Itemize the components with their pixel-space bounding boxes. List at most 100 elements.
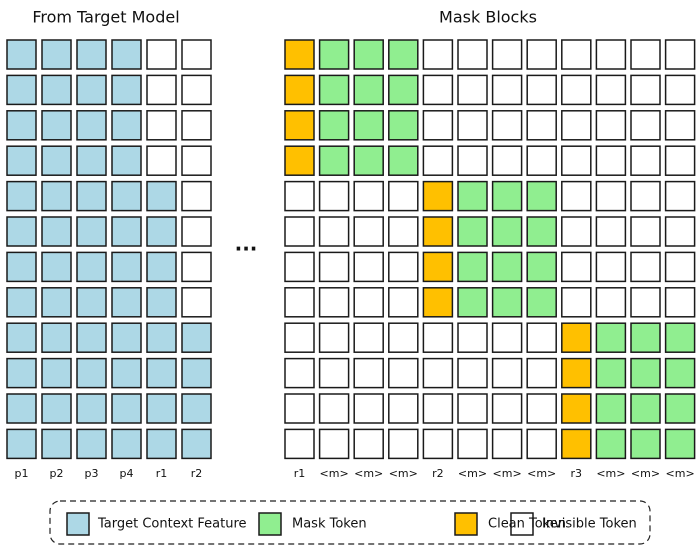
token-cell	[6, 216, 37, 247]
token-cell	[318, 287, 350, 318]
token-cell	[146, 322, 177, 353]
token-cell	[388, 251, 419, 283]
token-cell	[76, 110, 107, 141]
token-cell	[6, 110, 37, 141]
token-cell	[595, 180, 627, 212]
token-cell	[111, 322, 142, 353]
token-cell	[491, 251, 523, 283]
token-cell	[181, 180, 212, 212]
token-cell	[457, 110, 488, 141]
token-cell	[181, 74, 212, 106]
column-label: p2	[50, 467, 64, 480]
token-cell	[146, 287, 177, 318]
token-cell	[491, 322, 523, 353]
token-cell	[388, 180, 419, 212]
token-cell	[111, 145, 142, 176]
token-cell	[457, 74, 488, 106]
token-cell	[595, 216, 627, 247]
token-cell	[6, 251, 37, 283]
token-cell	[6, 357, 37, 389]
token-cell	[284, 180, 315, 212]
token-cell	[561, 251, 592, 283]
token-cell	[284, 287, 315, 318]
token-cell	[457, 393, 488, 424]
token-cell	[318, 180, 350, 212]
token-cell	[457, 322, 488, 353]
token-cell	[76, 39, 107, 70]
column-label: <m>	[389, 467, 418, 480]
column-label: r1	[156, 467, 168, 480]
token-cell	[111, 216, 142, 247]
token-cell	[526, 39, 557, 70]
token-cell	[595, 393, 627, 424]
token-cell	[181, 216, 212, 247]
token-cell	[422, 322, 454, 353]
token-cell	[595, 74, 627, 106]
token-cell	[284, 428, 315, 460]
token-cell	[595, 322, 627, 353]
token-cell	[111, 393, 142, 424]
token-cell	[41, 251, 72, 283]
token-cell	[526, 180, 557, 212]
token-cell	[664, 287, 696, 318]
token-cell	[457, 145, 488, 176]
token-cell	[181, 322, 212, 353]
token-cell	[146, 357, 177, 389]
token-cell	[491, 287, 523, 318]
token-cell	[491, 357, 523, 389]
token-cell	[457, 251, 488, 283]
token-cell	[6, 180, 37, 212]
token-cell	[491, 393, 523, 424]
token-cell	[6, 287, 37, 318]
token-cell	[388, 287, 419, 318]
token-cell	[630, 39, 661, 70]
legend-swatch	[66, 512, 90, 536]
token-cell	[284, 216, 315, 247]
token-cell	[422, 74, 454, 106]
token-cell	[422, 216, 454, 247]
token-cell	[457, 180, 488, 212]
token-cell	[422, 110, 454, 141]
token-cell	[388, 322, 419, 353]
token-cell	[630, 180, 661, 212]
token-cell	[146, 74, 177, 106]
token-cell	[111, 180, 142, 212]
token-cell	[111, 74, 142, 106]
token-cell	[353, 180, 384, 212]
column-label: <m>	[458, 467, 487, 480]
token-cell	[630, 393, 661, 424]
token-cell	[111, 287, 142, 318]
token-cell	[41, 145, 72, 176]
column-label: <m>	[354, 467, 383, 480]
ellipsis: ···	[235, 237, 258, 261]
token-cell	[146, 180, 177, 212]
column-label: p4	[120, 467, 134, 480]
token-cell	[41, 74, 72, 106]
token-cell	[561, 110, 592, 141]
token-cell	[41, 180, 72, 212]
token-cell	[491, 216, 523, 247]
token-cell	[41, 393, 72, 424]
token-cell	[353, 393, 384, 424]
column-label: r2	[432, 467, 444, 480]
token-cell	[664, 39, 696, 70]
token-cell	[284, 357, 315, 389]
token-cell	[181, 393, 212, 424]
token-cell	[353, 216, 384, 247]
token-cell	[664, 74, 696, 106]
token-cell	[181, 251, 212, 283]
token-cell	[318, 216, 350, 247]
legend-swatch	[258, 512, 282, 536]
token-cell	[111, 39, 142, 70]
token-cell	[630, 322, 661, 353]
token-cell	[422, 251, 454, 283]
token-cell	[353, 251, 384, 283]
token-cell	[526, 287, 557, 318]
token-cell	[491, 74, 523, 106]
column-label: <m>	[666, 467, 695, 480]
token-cell	[595, 357, 627, 389]
token-cell	[457, 287, 488, 318]
token-cell	[595, 428, 627, 460]
token-cell	[526, 357, 557, 389]
